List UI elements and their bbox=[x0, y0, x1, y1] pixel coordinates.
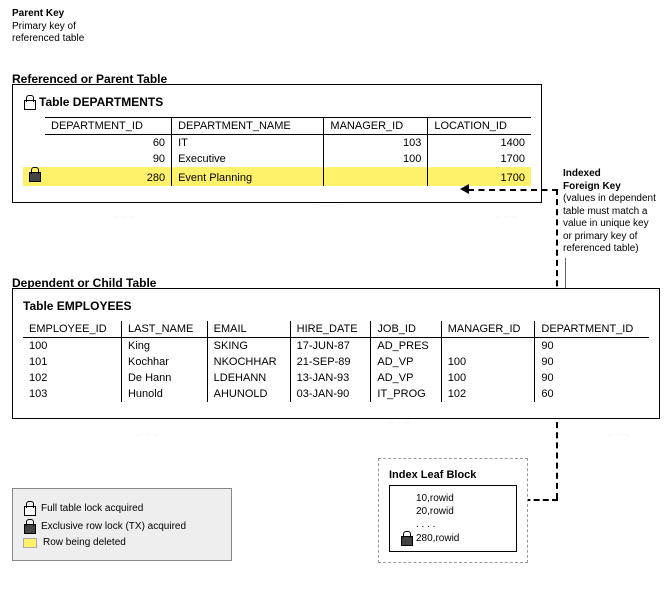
cell: IT_PROG bbox=[371, 386, 441, 402]
ifk-label: IndexedForeign Key (values in dependentt… bbox=[563, 168, 668, 256]
legend-item-deleted: Row being deleted bbox=[23, 537, 221, 548]
cell: 03-JAN-90 bbox=[290, 386, 371, 402]
cell: 102 bbox=[441, 386, 535, 402]
table-row: 90Executive1001700 bbox=[23, 151, 531, 167]
col-header: HIRE_DATE bbox=[290, 321, 371, 338]
col-header: MANAGER_ID bbox=[441, 321, 535, 338]
col-header: JOB_ID bbox=[371, 321, 441, 338]
cell: 90 bbox=[535, 338, 649, 355]
cell: AD_PRES bbox=[371, 338, 441, 355]
table-row: 280Event Planning 1700 bbox=[23, 167, 531, 186]
cell: 1400 bbox=[428, 135, 531, 152]
cell bbox=[441, 338, 535, 355]
wave-divider bbox=[22, 204, 532, 218]
employees-table: EMPLOYEE_IDLAST_NAMEEMAILHIRE_DATEJOB_ID… bbox=[23, 321, 649, 402]
ilb-line: 280,rowid bbox=[400, 531, 506, 545]
lock-icon bbox=[28, 167, 40, 181]
cell: AD_VP bbox=[371, 370, 441, 386]
employees-title: Table EMPLOYEES bbox=[23, 299, 649, 313]
swatch-highlight bbox=[23, 538, 37, 548]
cell: 60 bbox=[45, 135, 172, 152]
cell: 1700 bbox=[428, 151, 531, 167]
cell: 60 bbox=[535, 386, 649, 402]
cell: 90 bbox=[45, 151, 172, 167]
cell: 100 bbox=[23, 338, 121, 355]
ilb-box: 10,rowid20,rowid. . . .280,rowid bbox=[389, 485, 517, 552]
ifk-sub: (values in dependenttable must match ava… bbox=[563, 193, 656, 254]
cell: 100 bbox=[324, 151, 428, 167]
ilb-line: . . . . bbox=[400, 518, 506, 531]
col-header: DEPARTMENT_ID bbox=[45, 118, 172, 135]
cell: 90 bbox=[535, 354, 649, 370]
table-row: 102De HannLDEHANN13-JAN-93AD_VP10090 bbox=[23, 370, 649, 386]
col-header: EMAIL bbox=[207, 321, 290, 338]
cell: 90 bbox=[535, 370, 649, 386]
cell: 101 bbox=[23, 354, 121, 370]
cell: 102 bbox=[23, 370, 121, 386]
cell: AD_VP bbox=[371, 354, 441, 370]
departments-title: Table DEPARTMENTS bbox=[23, 95, 531, 109]
col-header: LAST_NAME bbox=[121, 321, 207, 338]
col-header: EMPLOYEE_ID bbox=[23, 321, 121, 338]
cell: SKING bbox=[207, 338, 290, 355]
lock-icon bbox=[23, 519, 35, 533]
lock-icon bbox=[23, 95, 35, 109]
wave-divider-2 bbox=[22, 422, 650, 436]
cell: 100 bbox=[441, 370, 535, 386]
parent-key-sub: Primary key ofreferenced table bbox=[12, 21, 84, 45]
ilb-title: Index Leaf Block bbox=[389, 469, 517, 481]
cell: Event Planning bbox=[172, 167, 324, 186]
cell: 21-SEP-89 bbox=[290, 354, 371, 370]
col-header: DEPARTMENT_NAME bbox=[172, 118, 324, 135]
cell: 1700 bbox=[428, 167, 531, 186]
cell: Kochhar bbox=[121, 354, 207, 370]
lock-icon bbox=[23, 501, 35, 515]
cell: King bbox=[121, 338, 207, 355]
cell: Executive bbox=[172, 151, 324, 167]
ifk-title: IndexedForeign Key bbox=[563, 168, 621, 192]
cell: 17-JUN-87 bbox=[290, 338, 371, 355]
index-leaf-block: Index Leaf Block 10,rowid20,rowid. . . .… bbox=[378, 458, 528, 563]
arrowhead-1 bbox=[460, 184, 469, 194]
cell bbox=[324, 167, 428, 186]
ilb-line: 10,rowid bbox=[400, 492, 506, 505]
cell: IT bbox=[172, 135, 324, 152]
employees-panel: Table EMPLOYEES EMPLOYEE_IDLAST_NAMEEMAI… bbox=[12, 288, 660, 419]
col-header: MANAGER_ID bbox=[324, 118, 428, 135]
parent-key-label: Parent Key Primary key ofreferenced tabl… bbox=[12, 8, 84, 46]
lock-icon bbox=[400, 531, 412, 545]
table-row: 103HunoldAHUNOLD03-JAN-90IT_PROG10260 bbox=[23, 386, 649, 402]
col-header: DEPARTMENT_ID bbox=[535, 321, 649, 338]
cell: De Hann bbox=[121, 370, 207, 386]
legend-item-tx-lock: Exclusive row lock (TX) acquired bbox=[23, 519, 221, 533]
legend-item-full-lock: Full table lock acquired bbox=[23, 501, 221, 515]
legend: Full table lock acquired Exclusive row l… bbox=[12, 488, 232, 561]
cell: 103 bbox=[23, 386, 121, 402]
cell: Hunold bbox=[121, 386, 207, 402]
departments-table: DEPARTMENT_IDDEPARTMENT_NAMEMANAGER_IDLO… bbox=[23, 117, 531, 186]
cell: 13-JAN-93 bbox=[290, 370, 371, 386]
table-row: 60IT1031400 bbox=[23, 135, 531, 152]
cell: LDEHANN bbox=[207, 370, 290, 386]
cell: AHUNOLD bbox=[207, 386, 290, 402]
ilb-line: 20,rowid bbox=[400, 505, 506, 518]
parent-key-title: Parent Key bbox=[12, 8, 64, 19]
col-header: LOCATION_ID bbox=[428, 118, 531, 135]
arrow-h1 bbox=[468, 189, 558, 191]
table-row: 101KochharNKOCHHAR21-SEP-89AD_VP10090 bbox=[23, 354, 649, 370]
cell: 280 bbox=[45, 167, 172, 186]
cell: 100 bbox=[441, 354, 535, 370]
cell: NKOCHHAR bbox=[207, 354, 290, 370]
table-row: 100KingSKING17-JUN-87AD_PRES 90 bbox=[23, 338, 649, 355]
cell: 103 bbox=[324, 135, 428, 152]
